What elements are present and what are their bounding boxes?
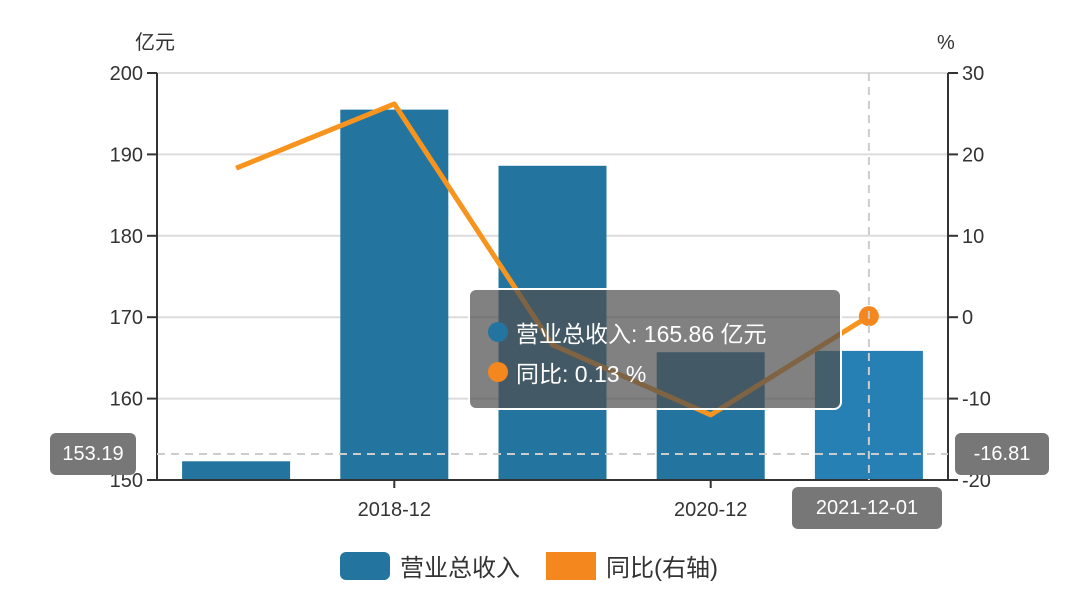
svg-text:190: 190 [110, 144, 143, 166]
svg-text:150: 150 [110, 470, 143, 492]
svg-text:2018-12: 2018-12 [358, 499, 431, 521]
svg-text:20: 20 [962, 144, 984, 166]
left-axis-title: 亿元 [135, 31, 175, 54]
legend-label-yoy: 同比(右轴) [606, 555, 718, 582]
crosshair-x-value-badge: 2021-12-01 [792, 487, 942, 529]
revenue-dot-icon [488, 322, 508, 342]
legend-item-yoy[interactable]: 同比(右轴) [546, 548, 718, 583]
revenue-bar[interactable] [182, 461, 291, 480]
crosshair-right-value-badge: -16.81 [955, 433, 1049, 475]
svg-text:160: 160 [110, 389, 143, 411]
tooltip-yoy-text: 同比: 0.13 % [516, 361, 647, 387]
svg-text:10: 10 [962, 226, 984, 248]
legend-item-revenue[interactable]: 营业总收入 [340, 548, 520, 583]
svg-text:-20: -20 [962, 470, 991, 492]
axes: 150 160 170 180 190 200 -20 -10 0 10 20 30 2018-12 20… [110, 63, 991, 521]
tooltip-revenue-text: 营业总收入: 165.86 亿元 [516, 321, 767, 347]
legend-label-revenue: 营业总收入 [400, 555, 520, 582]
revenue-bar[interactable] [340, 109, 449, 480]
tooltip: 营业总收入: 165.86 亿元 同比: 0.13 % [468, 288, 842, 410]
svg-text:180: 180 [110, 226, 143, 248]
crosshair [157, 73, 948, 480]
right-axis-title: % [937, 32, 955, 54]
tooltip-row-revenue: 营业总收入: 165.86 亿元 [488, 312, 840, 352]
svg-text:170: 170 [110, 307, 143, 329]
svg-text:200: 200 [110, 63, 143, 85]
crosshair-left-value-badge: 153.19 [50, 433, 136, 475]
revenue-swatch-icon [340, 551, 390, 580]
legend: 营业总收入 同比(右轴) [340, 548, 744, 583]
svg-text:30: 30 [962, 63, 984, 85]
yoy-dot-icon [488, 362, 508, 382]
tooltip-row-yoy: 同比: 0.13 % [488, 352, 840, 392]
svg-text:2020-12: 2020-12 [674, 499, 747, 521]
svg-text:-10: -10 [962, 389, 991, 411]
yoy-swatch-icon [546, 551, 596, 580]
svg-text:0: 0 [962, 307, 973, 329]
